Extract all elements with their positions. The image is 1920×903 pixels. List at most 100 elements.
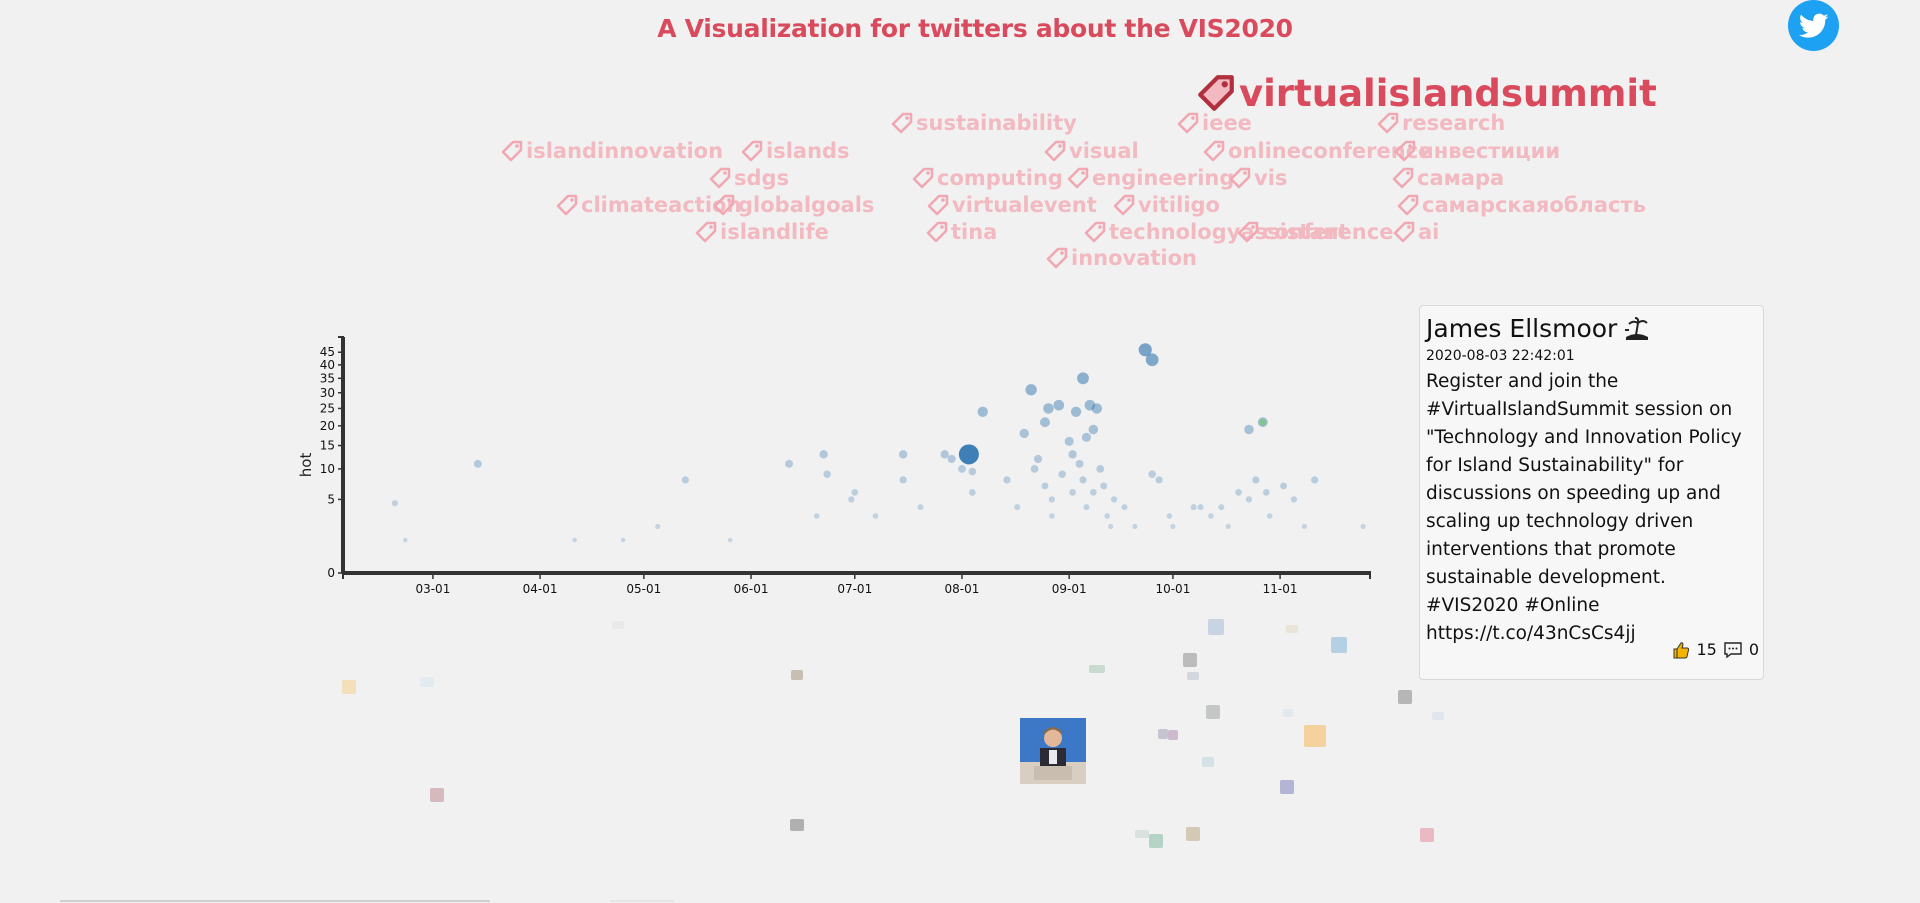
y-tick-label: 0 — [327, 566, 335, 580]
tag-7[interactable]: onlineconference — [1202, 139, 1432, 163]
data-point — [1290, 496, 1298, 503]
data-point — [898, 450, 908, 459]
tag-12[interactable]: vis — [1228, 166, 1287, 190]
tag-22[interactable]: conference — [1236, 220, 1393, 244]
tag-icon — [911, 166, 935, 190]
user-thumbnail[interactable] — [1280, 780, 1294, 794]
tag-label: vitiligo — [1138, 192, 1220, 217]
tag-icon — [1043, 139, 1067, 163]
tag-23[interactable]: ai — [1392, 220, 1439, 244]
user-thumbnail[interactable] — [1186, 827, 1200, 841]
selected-user-avatar[interactable] — [1020, 718, 1086, 784]
tag-20[interactable]: tina — [925, 220, 997, 244]
tag-label: visual — [1069, 138, 1139, 163]
data-point — [958, 465, 966, 473]
tag-5[interactable]: islands — [740, 139, 850, 163]
like-count: 15 — [1696, 640, 1717, 659]
data-point — [572, 537, 577, 543]
tag-9[interactable]: sdgs — [708, 166, 789, 190]
tag-17[interactable]: vitiligo — [1112, 193, 1220, 217]
user-thumbnail[interactable] — [1135, 830, 1149, 838]
data-point — [620, 537, 626, 543]
data-point-alt — [1259, 418, 1267, 426]
data-point — [1043, 403, 1054, 414]
user-thumbnail[interactable] — [342, 680, 356, 694]
tag-label: sdgs — [734, 165, 790, 190]
data-point — [968, 467, 977, 476]
tag-2[interactable]: ieee — [1176, 111, 1252, 135]
user-thumbnail[interactable] — [1158, 729, 1168, 739]
tag-label: ai — [1418, 219, 1440, 244]
data-point — [1145, 353, 1159, 367]
tag-10[interactable]: computing — [911, 166, 1063, 190]
data-point — [1155, 476, 1163, 484]
user-thumbnail[interactable] — [1187, 672, 1199, 680]
tag-label: globalgoals — [738, 192, 875, 217]
user-thumbnail[interactable] — [1168, 730, 1178, 740]
tag-14[interactable]: climateaction — [555, 193, 741, 217]
user-thumbnail[interactable] — [1398, 690, 1412, 704]
user-thumbnail[interactable] — [1432, 712, 1444, 720]
tag-3[interactable]: research — [1376, 111, 1505, 135]
tag-15[interactable]: globalgoals — [712, 193, 874, 217]
twitter-button[interactable] — [1788, 0, 1839, 51]
tag-13[interactable]: самара — [1391, 166, 1504, 190]
user-thumbnail[interactable] — [1286, 625, 1298, 633]
user-thumbnail[interactable] — [1331, 637, 1347, 653]
user-thumbnail[interactable] — [1208, 619, 1224, 635]
tag-label: sustainability — [916, 110, 1077, 135]
data-point — [917, 504, 924, 511]
data-point — [1225, 523, 1231, 530]
tag-24[interactable]: innovation — [1045, 246, 1197, 270]
x-tick-label: 09-01 — [1052, 582, 1087, 596]
tag-label: islands — [766, 138, 850, 163]
tag-19[interactable]: islandlife — [694, 220, 829, 244]
tag-icon — [926, 193, 950, 217]
tag-6[interactable]: visual — [1043, 139, 1139, 163]
tag-icon — [708, 166, 732, 190]
y-tick-label: 40 — [320, 358, 335, 372]
user-thumbnail[interactable] — [790, 819, 804, 831]
highlighted-point — [958, 444, 979, 465]
tag-icon — [1083, 220, 1107, 244]
tag-16[interactable]: virtualevent — [926, 193, 1097, 217]
data-point — [473, 459, 482, 468]
tag-1[interactable]: sustainability — [890, 111, 1077, 135]
user-thumbnail[interactable] — [1304, 725, 1326, 747]
user-thumbnail[interactable] — [1283, 709, 1293, 717]
tag-4[interactable]: islandinnovation — [500, 139, 723, 163]
tweet-card: James Ellsmoor 2020-08-03 22:42:01 Regis… — [1419, 305, 1764, 680]
data-point — [1208, 513, 1214, 519]
tag-label: самарскаяобласть — [1422, 192, 1646, 217]
user-thumbnail[interactable] — [430, 788, 444, 802]
tag-18[interactable]: самарскаяобласть — [1396, 193, 1646, 217]
data-point — [969, 489, 976, 496]
user-thumbnail[interactable] — [1420, 828, 1434, 842]
data-point — [819, 450, 828, 459]
data-point — [1170, 523, 1176, 530]
tag-8[interactable]: инвестиции — [1393, 139, 1560, 163]
tag-11[interactable]: engineering — [1066, 166, 1234, 190]
thumbs-up-icon — [1673, 641, 1690, 658]
user-thumbnail[interactable] — [420, 677, 434, 687]
user-thumbnail[interactable] — [1183, 653, 1197, 667]
tag-0[interactable]: virtualislandsummit — [1195, 72, 1657, 114]
tag-icon — [1195, 72, 1237, 114]
x-tick-label: 07-01 — [837, 582, 872, 596]
data-point — [1040, 417, 1050, 428]
user-thumbnail[interactable] — [791, 670, 803, 680]
user-thumbnail[interactable] — [1149, 834, 1163, 848]
user-thumbnail[interactable] — [612, 621, 624, 629]
comment-count: 0 — [1748, 640, 1759, 659]
user-thumbnail[interactable] — [1202, 757, 1214, 767]
user-thumbnail[interactable] — [1089, 665, 1105, 673]
user-thumbnail[interactable] — [1206, 705, 1220, 719]
tweet-timestamp: 2020-08-03 22:42:01 — [1426, 348, 1575, 364]
data-point — [899, 476, 907, 484]
tag-21[interactable]: technologyassistant — [1083, 220, 1348, 244]
data-point — [1077, 372, 1089, 385]
data-point — [785, 459, 794, 468]
twitter-icon — [1798, 13, 1828, 38]
data-point — [1003, 476, 1011, 484]
